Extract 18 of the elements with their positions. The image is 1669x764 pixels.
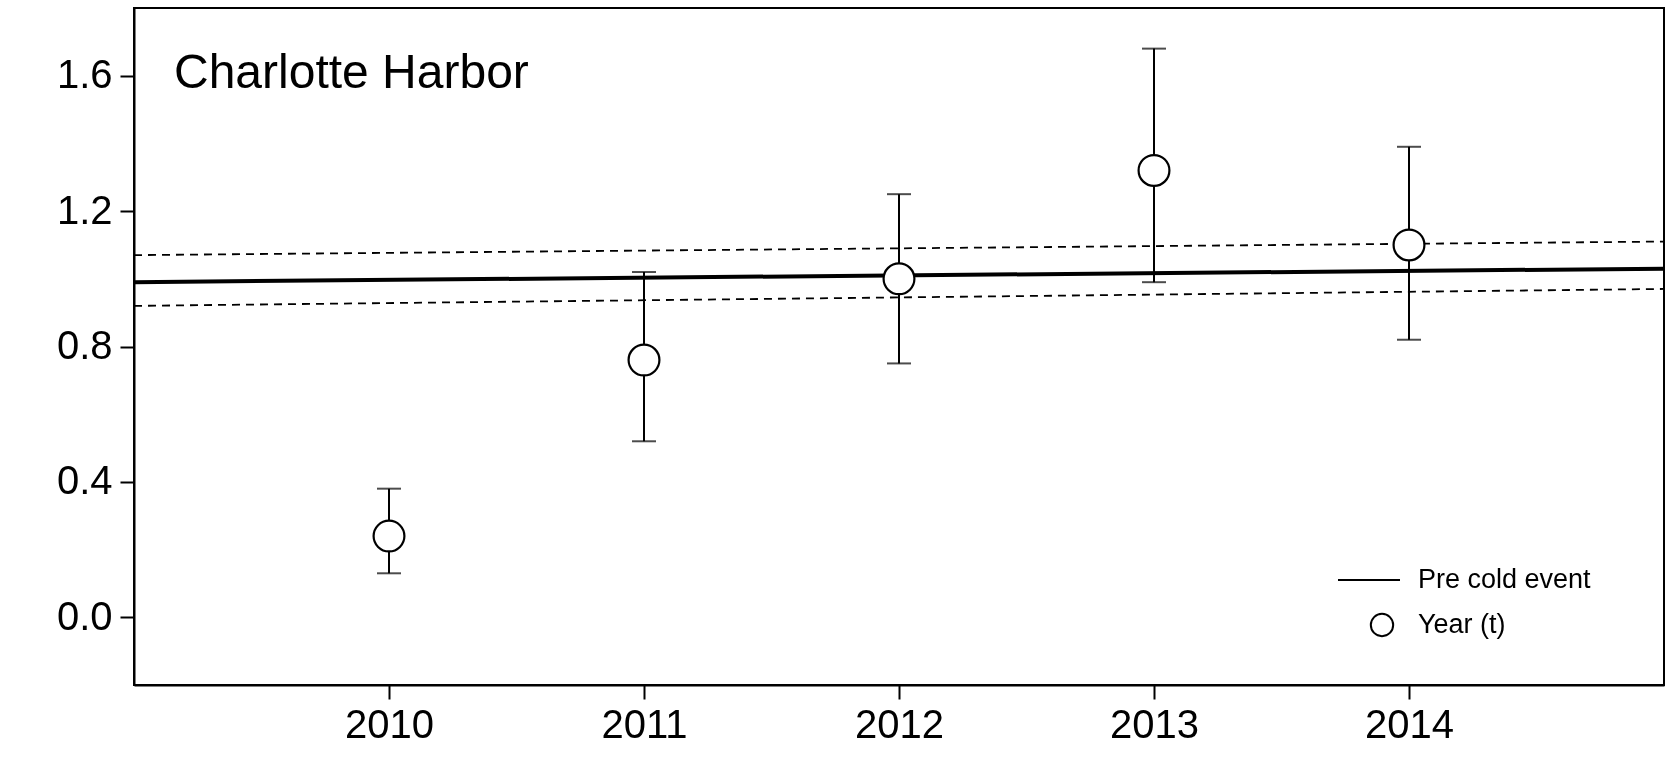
point xyxy=(372,519,406,553)
point xyxy=(882,262,916,296)
legend-label: Year (t) xyxy=(1418,609,1506,639)
point xyxy=(1392,228,1426,262)
x-tick-label: 2010 xyxy=(345,701,434,746)
legend-label: Pre cold event xyxy=(1418,564,1592,594)
y-tick-label: 1.2 xyxy=(56,187,113,232)
x-tick-label: 2011 xyxy=(601,701,688,746)
x-tick-label: 2013 xyxy=(1110,701,1199,746)
x-tick-label: 2012 xyxy=(855,701,944,746)
y-tick-label: 0.8 xyxy=(56,323,113,367)
y-tick-label: 0.0 xyxy=(56,593,113,638)
point xyxy=(1137,154,1171,187)
y-tick-label: 0.4 xyxy=(56,458,113,503)
y-tick-label: 1.6 xyxy=(56,52,113,97)
point xyxy=(627,343,661,377)
text: Charlotte Harbor xyxy=(174,45,529,98)
x-tick-label: 2014 xyxy=(1365,701,1454,746)
